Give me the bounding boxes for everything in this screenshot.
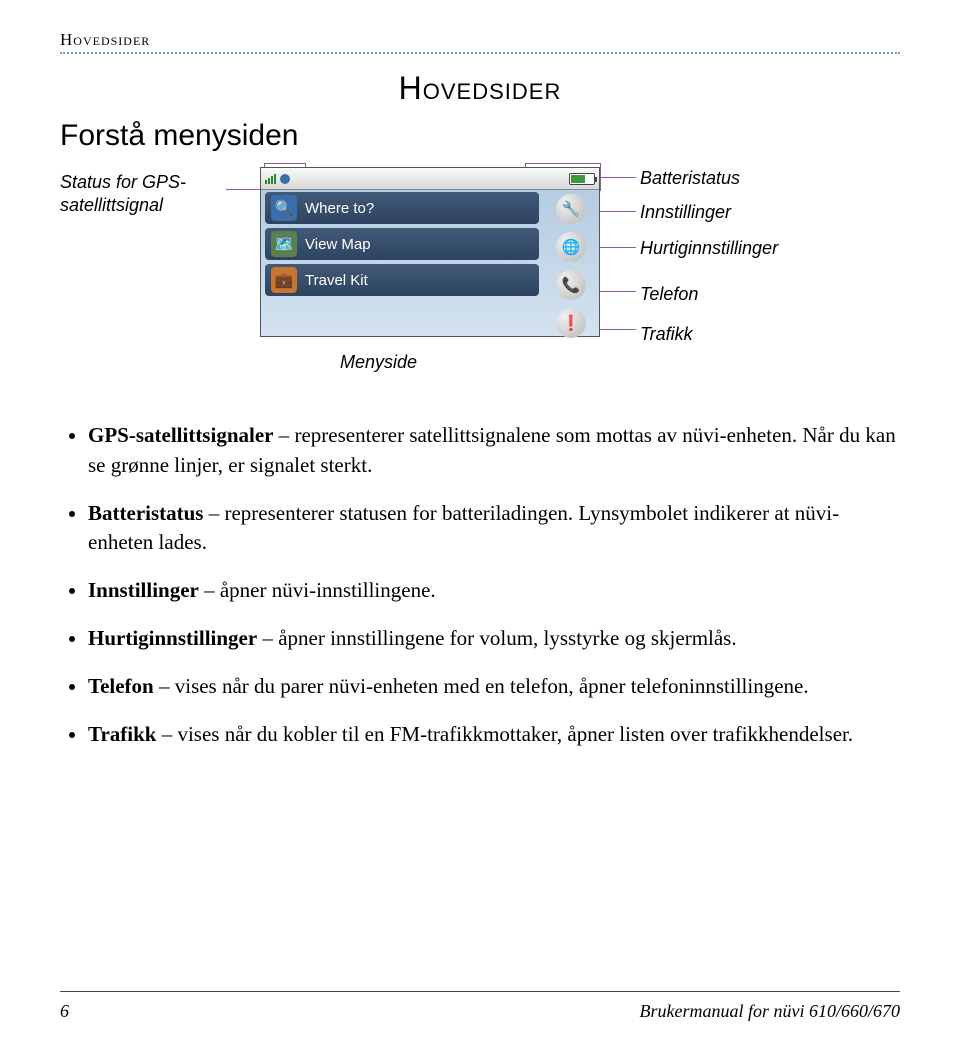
menu-item-travel-kit[interactable]: 💼 Travel Kit <box>265 264 539 296</box>
bullet-item: Batteristatus – representerer statusen f… <box>88 499 900 559</box>
side-icon-column: 🔧 🌐 📞 ❗ <box>549 194 593 338</box>
footer-divider <box>60 991 900 992</box>
device-screenshot: 🔍 Where to? 🗺️ View Map 💼 Travel Kit 🔧 🌐… <box>260 167 600 337</box>
menu-item-label: View Map <box>305 236 371 253</box>
label-quick-settings: Hurtiginnstillinger <box>640 237 778 260</box>
bullet-list: GPS-satellittsignaler – representerer sa… <box>60 421 900 750</box>
bullet-rest: – vises når du kobler til en FM-trafikkm… <box>156 722 853 746</box>
search-icon: 🔍 <box>271 195 297 221</box>
label-traffic: Trafikk <box>640 323 693 346</box>
signal-bars-icon <box>265 174 276 184</box>
battery-icon <box>569 173 595 185</box>
menu-item-view-map[interactable]: 🗺️ View Map <box>265 228 539 260</box>
menu-item-label: Travel Kit <box>305 272 368 289</box>
bullet-term: GPS-satellittsignaler <box>88 423 273 447</box>
bullet-term: Innstillinger <box>88 578 199 602</box>
bullet-item: Hurtiginnstillinger – åpner innstillinge… <box>88 624 900 654</box>
label-settings: Innstillinger <box>640 201 731 224</box>
bullet-term: Trafikk <box>88 722 156 746</box>
menu-item-label: Where to? <box>305 200 374 217</box>
bullet-item: Innstillinger – åpner nüvi-innstillingen… <box>88 576 900 606</box>
wrench-icon[interactable]: 🔧 <box>556 194 586 224</box>
label-phone: Telefon <box>640 283 698 306</box>
bullet-item: GPS-satellittsignaler – representerer sa… <box>88 421 900 481</box>
bullet-rest: – åpner innstillingene for volum, lyssty… <box>257 626 736 650</box>
diagram: Status for GPS- satellittsignal Menyside… <box>60 167 900 403</box>
phone-icon[interactable]: 📞 <box>556 270 586 300</box>
header-divider <box>60 52 900 54</box>
globe-icon[interactable]: 🌐 <box>556 232 586 262</box>
alert-icon[interactable]: ❗ <box>556 308 586 338</box>
map-icon: 🗺️ <box>271 231 297 257</box>
status-bar <box>261 168 599 190</box>
bluetooth-icon <box>280 174 290 184</box>
label-gps-status: Status for GPS- satellittsignal <box>60 171 240 218</box>
label-battery: Batteristatus <box>640 167 740 190</box>
label-menyside: Menyside <box>340 351 417 374</box>
page-subtitle: Forstå menysiden <box>60 119 900 153</box>
page-section-title: Hovedsider <box>60 70 900 107</box>
menu-list: 🔍 Where to? 🗺️ View Map 💼 Travel Kit <box>265 192 539 300</box>
bullet-item: Telefon – vises når du parer nüvi-enhete… <box>88 672 900 702</box>
bullet-rest: – åpner nüvi-innstillingene. <box>199 578 436 602</box>
menu-item-where-to[interactable]: 🔍 Where to? <box>265 192 539 224</box>
bullet-term: Batteristatus <box>88 501 203 525</box>
footer: 6 Brukermanual for nüvi 610/660/670 <box>60 1001 900 1022</box>
page-number: 6 <box>60 1001 69 1022</box>
footer-text: Brukermanual for nüvi 610/660/670 <box>640 1001 900 1022</box>
breadcrumb: Hovedsider <box>60 30 900 50</box>
callout-line <box>600 177 636 178</box>
briefcase-icon: 💼 <box>271 267 297 293</box>
bullet-term: Hurtiginnstillinger <box>88 626 257 650</box>
bullet-term: Telefon <box>88 674 154 698</box>
bullet-item: Trafikk – vises når du kobler til en FM-… <box>88 720 900 750</box>
bullet-rest: – vises når du parer nüvi-enheten med en… <box>154 674 809 698</box>
